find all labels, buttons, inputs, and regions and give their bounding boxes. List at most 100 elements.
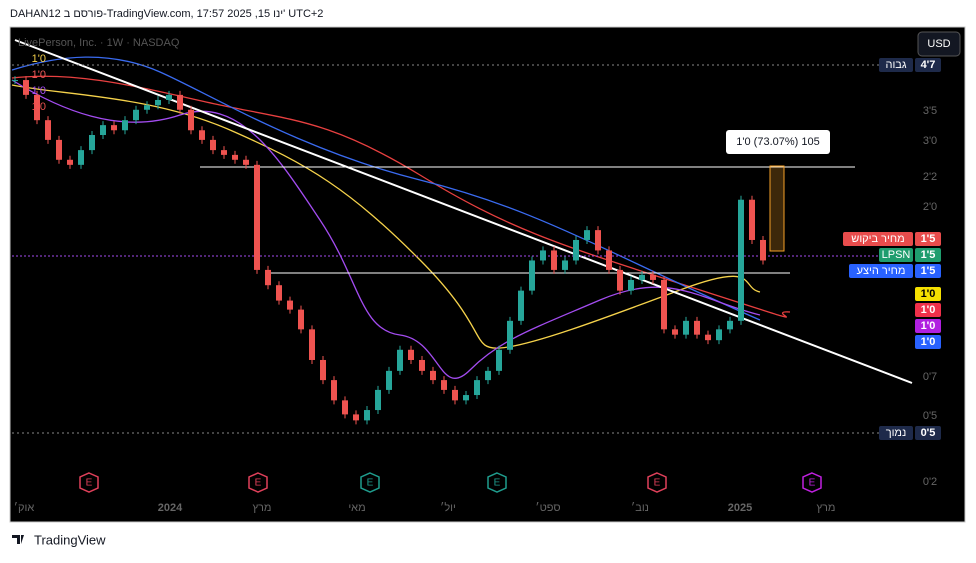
candle [683, 320, 689, 335]
earnings-icon [487, 472, 507, 493]
measure-box [769, 165, 785, 252]
candle [100, 125, 106, 136]
candle [727, 320, 733, 330]
candle [617, 269, 623, 291]
time-label: מרץ [817, 502, 836, 514]
candle [331, 380, 337, 401]
price-tag-value: 1'0 [921, 304, 936, 316]
time-label: יול׳ [440, 501, 456, 514]
candle [177, 94, 183, 110]
candle [716, 329, 722, 341]
indicator-value: 1'0 [32, 69, 46, 81]
time-label: ספט׳ [535, 501, 560, 514]
candle [353, 414, 359, 421]
price-tag-name-box [849, 264, 913, 278]
currency-button[interactable] [917, 31, 961, 57]
candle [518, 290, 524, 321]
candle [628, 279, 634, 291]
time-label: אוק׳ [14, 501, 35, 514]
candle [67, 159, 73, 165]
price-tag-name-box [879, 248, 913, 262]
candle [606, 250, 612, 270]
price-label: 0'5 [923, 410, 937, 422]
ma-purple [11, 79, 761, 379]
candle [89, 135, 95, 151]
candle [254, 164, 260, 270]
price-tag-name: גבוה [885, 59, 906, 71]
candle [584, 230, 590, 240]
currency[interactable]: USD [927, 38, 950, 50]
candle [562, 260, 568, 270]
earnings-icon [647, 472, 667, 493]
candle [56, 139, 62, 160]
candle [188, 109, 194, 131]
candle [265, 269, 271, 286]
candle [639, 274, 645, 280]
header: DAHAN12 פורסם ב-TradingView.com, 17:57 2… [10, 8, 323, 20]
earnings-label: E [255, 478, 262, 489]
candle [111, 125, 117, 131]
earnings-label: E [367, 478, 374, 489]
overlay: 1'0 1'0 1'0 1'0 3'5 3'0 2'2 2'0 0'7 0'5 0'2 4'7 גבוה… [14, 53, 941, 514]
candle [298, 309, 304, 330]
price-tag-value: 4'7 [921, 59, 936, 71]
candle [573, 239, 579, 261]
candle [342, 400, 348, 415]
price-tag [915, 319, 941, 333]
candle [221, 150, 227, 155]
price-label: 3'5 [923, 105, 937, 117]
price-tag-value: 1'0 [921, 336, 936, 348]
price-tag-name: מחיר היצע [857, 265, 906, 277]
time-label: מאי [348, 502, 365, 514]
measure-label: 1'0 (73.07%) 105 [736, 136, 819, 148]
candle [45, 120, 51, 140]
candle [122, 120, 128, 131]
price-tag-value: 1'5 [921, 249, 936, 261]
brand: TradingView [34, 532, 106, 547]
candle [133, 109, 139, 121]
candle [34, 94, 40, 121]
earnings-label: E [654, 478, 661, 489]
chart-panel [9, 26, 966, 523]
candle [595, 230, 601, 251]
candle [243, 159, 249, 165]
earnings-label: E [494, 478, 501, 489]
price-tag [915, 287, 941, 301]
price-tag-name: נמוך [886, 427, 907, 439]
earnings-icon [360, 472, 380, 493]
trend-line [14, 39, 913, 384]
candle [749, 199, 755, 240]
candle [452, 389, 458, 401]
price-tag-name: מחיר ביקוש [851, 233, 904, 245]
price-tag-name-box [879, 58, 913, 72]
candle [661, 279, 667, 330]
candle [232, 154, 238, 160]
ma-red [11, 75, 791, 318]
price-tag-name-box [879, 426, 913, 440]
candle [551, 250, 557, 270]
candle [650, 274, 656, 280]
time-label: נוב׳ [631, 501, 649, 514]
brand-logo [12, 535, 24, 544]
candle [78, 150, 84, 165]
price-tag-value: 1'0 [921, 288, 936, 300]
candle [155, 99, 161, 106]
candle [375, 389, 381, 411]
price-label: 2'0 [923, 201, 937, 213]
candle [738, 199, 744, 321]
indicator-value: 1'0 [32, 101, 46, 113]
candle [23, 80, 29, 95]
price-tag-name-box [843, 232, 913, 246]
candle [463, 395, 469, 401]
candle [144, 105, 150, 110]
earnings-label: E [86, 478, 93, 489]
candle [507, 320, 513, 350]
price-tag [915, 264, 941, 278]
price-tag-name: LPSN [882, 249, 911, 261]
earnings-label: E [809, 478, 816, 489]
candle [397, 349, 403, 371]
earnings-icon [79, 472, 99, 493]
price-tag [915, 303, 941, 317]
candle [485, 370, 491, 381]
candle [408, 349, 414, 360]
